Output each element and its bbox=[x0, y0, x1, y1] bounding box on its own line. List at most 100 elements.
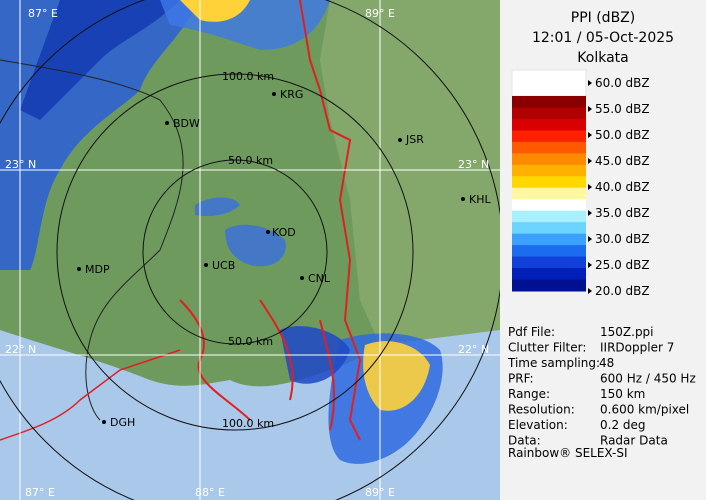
cities: KRG BDW JSR KHL MDP UCB KOD CNL DGH bbox=[77, 88, 491, 429]
info-value: Radar Data bbox=[600, 434, 668, 448]
grid-label: 88° E bbox=[195, 486, 225, 499]
city-label: KOD bbox=[272, 226, 296, 239]
grid-label: 87° E bbox=[25, 486, 55, 499]
info-value: 0.2 deg bbox=[600, 418, 646, 432]
range-ring bbox=[142, 159, 328, 345]
info-value: IIRDoppler 7 bbox=[600, 341, 674, 355]
city-dot bbox=[272, 92, 276, 96]
city-label: CNL bbox=[308, 272, 331, 285]
panel-title: Kolkata bbox=[577, 50, 628, 66]
legend-stripe bbox=[512, 96, 586, 108]
legend-arrow bbox=[588, 184, 592, 190]
ring-label: 50.0 km bbox=[228, 335, 273, 348]
info-key: Range: bbox=[508, 387, 550, 401]
border bbox=[299, 0, 362, 441]
city-dot bbox=[300, 276, 304, 280]
legend-stripe bbox=[512, 141, 586, 154]
legend-stripe bbox=[512, 176, 586, 189]
info-value: 0.600 km/pixel bbox=[600, 403, 689, 417]
info-value: 48 bbox=[599, 356, 614, 370]
legend-label: 55.0 dBZ bbox=[595, 102, 650, 116]
legend-stripe bbox=[512, 187, 586, 200]
range-ring bbox=[56, 73, 414, 431]
graticule bbox=[0, 0, 500, 500]
grid-label: 89° E bbox=[365, 486, 395, 499]
info-value: 150 km bbox=[600, 387, 645, 401]
ring-label: 50.0 km bbox=[228, 154, 273, 167]
grid-label: 23° N bbox=[458, 158, 489, 171]
grid-label: 23° N bbox=[5, 158, 36, 171]
grid-label: 89° E bbox=[365, 7, 395, 20]
legend-stripe bbox=[512, 256, 586, 269]
legend-stripe bbox=[512, 268, 586, 281]
info-value: 600 Hz / 450 Hz bbox=[600, 372, 696, 386]
city-dot bbox=[77, 267, 81, 271]
legend-stripe bbox=[512, 118, 586, 131]
legend-arrow bbox=[588, 158, 592, 164]
info-key: PRF: bbox=[508, 372, 534, 386]
color-legend: 60.0 dBZ 55.0 dBZ 50.0 dBZ 45.0 dBZ 40.0 dBZ… bbox=[511, 69, 650, 298]
legend-label: 20.0 dBZ bbox=[595, 284, 650, 298]
info-key: Elevation: bbox=[508, 418, 568, 432]
footer: Rainbow® SELEX-SI bbox=[508, 446, 628, 460]
legend-label: 35.0 dBZ bbox=[595, 206, 650, 220]
district-border bbox=[0, 59, 184, 421]
legend-stripe bbox=[512, 130, 586, 143]
info-key: Data: bbox=[508, 434, 541, 448]
legend-stripe bbox=[512, 199, 586, 212]
city-dot bbox=[102, 420, 106, 424]
legend-arrow bbox=[588, 106, 592, 112]
city-dot bbox=[266, 230, 270, 234]
rain-echo bbox=[20, 0, 180, 120]
info-table: Pdf File: 150Z.ppi Clutter Filter: IIRDoppl… bbox=[507, 325, 696, 448]
city-label: DGH bbox=[110, 416, 135, 429]
city-dot bbox=[398, 138, 402, 142]
legend-arrow bbox=[588, 236, 592, 242]
city-label: JSR bbox=[405, 133, 424, 146]
city-dot bbox=[204, 263, 208, 267]
ring-label: 100.0 km bbox=[222, 70, 274, 83]
legend-arrow bbox=[588, 132, 592, 138]
panel-title: 12:01 / 05-Oct-2025 bbox=[532, 30, 674, 46]
legend-stripe bbox=[512, 233, 586, 246]
legend-label: 40.0 dBZ bbox=[595, 180, 650, 194]
land-east bbox=[320, 0, 500, 345]
city-label: MDP bbox=[85, 263, 110, 276]
city-dot bbox=[461, 197, 465, 201]
rain-echo bbox=[225, 224, 286, 267]
legend-label: 45.0 dBZ bbox=[595, 154, 650, 168]
legend-label: 30.0 dBZ bbox=[595, 232, 650, 246]
legend-stripe bbox=[512, 153, 586, 166]
rain-echo bbox=[180, 0, 250, 22]
legend-stripe bbox=[512, 210, 586, 223]
legend-stripe bbox=[512, 222, 586, 235]
info-key: Clutter Filter: bbox=[508, 341, 586, 355]
ring-label: 100.0 km bbox=[222, 417, 274, 430]
grid-label: 87° E bbox=[28, 7, 58, 20]
legend-arrow bbox=[588, 262, 592, 268]
legend-arrow bbox=[588, 210, 592, 216]
info-key: Resolution: bbox=[508, 403, 575, 417]
city-label: UCB bbox=[212, 259, 235, 272]
legend-label: 50.0 dBZ bbox=[595, 128, 650, 142]
info-key: Pdf File: bbox=[508, 325, 555, 339]
city-label: KRG bbox=[280, 88, 303, 101]
panel-title: PPI (dBZ) bbox=[571, 10, 635, 26]
grid-label: 22° N bbox=[5, 343, 36, 356]
legend-label: 25.0 dBZ bbox=[595, 258, 650, 272]
info-key: Time sampling: bbox=[507, 356, 600, 370]
city-label: KHL bbox=[469, 193, 491, 206]
legend-arrow bbox=[588, 80, 592, 86]
legend-stripe bbox=[512, 164, 586, 177]
city-dot bbox=[165, 121, 169, 125]
legend-stripe bbox=[512, 245, 586, 258]
legend-stripe bbox=[512, 279, 586, 292]
rain-echo bbox=[195, 197, 240, 217]
legend-stripe bbox=[512, 107, 586, 120]
city-label: BDW bbox=[173, 117, 200, 130]
legend-stripe bbox=[511, 69, 587, 97]
state-border bbox=[0, 349, 181, 441]
legend-arrow bbox=[588, 288, 592, 294]
